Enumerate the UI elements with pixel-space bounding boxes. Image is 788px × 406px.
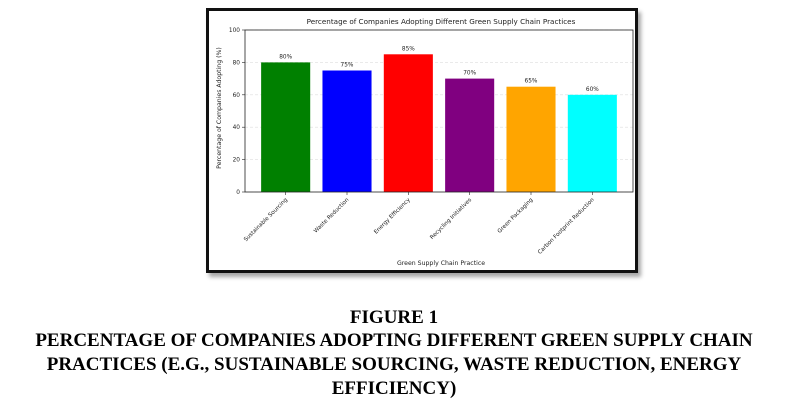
bar-data-label: 80% bbox=[279, 54, 292, 60]
bar-sustainable-sourcing bbox=[261, 62, 311, 193]
y-tick-label: 60 bbox=[233, 93, 241, 99]
bar-data-label: 85% bbox=[402, 46, 415, 52]
x-axis-label: Green Supply Chain Practice bbox=[397, 260, 485, 267]
bar-data-label: 70% bbox=[463, 71, 476, 77]
figure-number: FIGURE 1 bbox=[349, 307, 439, 328]
chart-figure: 80% 75% 85% 70% 65% 60% 0 20 40 60 80 100 Sustainab… bbox=[206, 8, 638, 273]
x-tick-label: Waste Reduction bbox=[313, 197, 351, 235]
bar-data-label: 60% bbox=[586, 87, 599, 93]
bar-chart: 80% 75% 85% 70% 65% 60% 0 20 40 60 80 100 Sustainab… bbox=[216, 17, 634, 267]
y-tick-label: 40 bbox=[233, 125, 241, 131]
bar-waste-reduction bbox=[322, 70, 372, 192]
bar-data-label: 65% bbox=[525, 79, 538, 85]
bar-recycling-initiatives bbox=[445, 78, 495, 192]
bar-data-label: 75% bbox=[341, 63, 354, 69]
y-tick-label: 80 bbox=[233, 60, 241, 66]
chart-title: Percentage of Companies Adopting Differe… bbox=[307, 17, 576, 26]
y-tick-label: 100 bbox=[229, 28, 240, 34]
x-tick-label: Recycling Initiatives bbox=[429, 197, 473, 241]
x-tick-label: Carbon Footprint Reduction bbox=[537, 197, 596, 256]
bar-green-packaging bbox=[506, 86, 556, 192]
x-tick-label: Sustainable Sourcing bbox=[243, 197, 289, 243]
x-tick-label: Green Packaging bbox=[497, 197, 535, 235]
bars: 80% 75% 85% 70% 65% 60% bbox=[261, 46, 617, 193]
figure-caption: FIGURE 1 PERCENTAGE OF COMPANIES ADOPTIN… bbox=[0, 306, 788, 401]
y-tick-label: 20 bbox=[233, 158, 241, 164]
plot-area-border bbox=[244, 29, 634, 193]
figure-caption-text: PERCENTAGE OF COMPANIES ADOPTING DIFFERE… bbox=[35, 330, 753, 399]
y-tick-label: 0 bbox=[236, 190, 240, 196]
y-axis-label: Percentage of Companies Adopting (%) bbox=[216, 47, 223, 169]
x-tick-label: Energy Efficiency bbox=[373, 197, 412, 236]
bar-carbon-footprint-reduction bbox=[567, 94, 617, 192]
bar-energy-efficiency bbox=[383, 54, 433, 192]
